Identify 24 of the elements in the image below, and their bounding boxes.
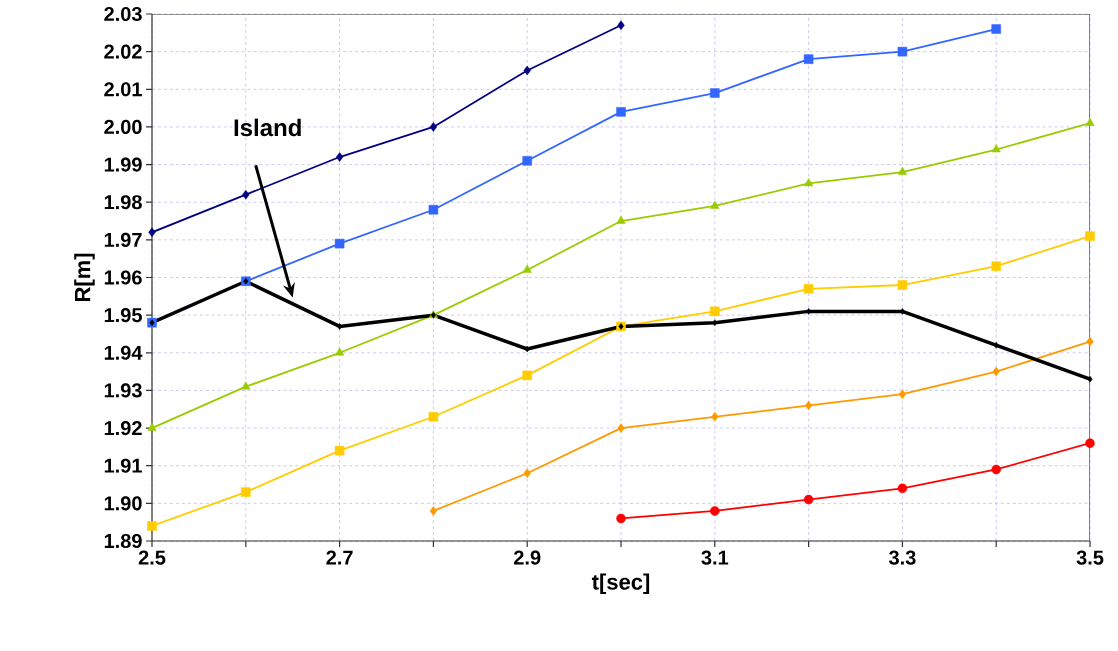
y-tick-label: 2.03	[104, 6, 142, 22]
x-tick-label: 2.9	[513, 550, 541, 565]
y-tick-label: 1.94	[104, 345, 143, 360]
y-tick-label: 1.95	[104, 308, 142, 323]
x-tick-label: 2.7	[326, 550, 353, 565]
x-tick-label: 3.5	[1076, 550, 1104, 565]
y-tick-label: 2.01	[104, 82, 142, 97]
x-axis-title: t[sec]	[591, 573, 650, 595]
y-tick-label: 2.00	[104, 119, 142, 135]
y-tick-label: 2.02	[104, 44, 142, 59]
y-tick-label: 1.98	[104, 195, 142, 210]
y-tick-label: 1.93	[104, 383, 142, 398]
y-tick-label: 1.99	[104, 157, 142, 172]
y-tick-label: 1.91	[104, 458, 142, 473]
y-tick-label: 1.89	[104, 533, 142, 549]
y-axis-title: R[m]	[74, 253, 95, 302]
x-tick-label: 3.3	[888, 550, 916, 565]
y-tick-label: 1.90	[104, 496, 142, 511]
x-tick-label: 2.5	[138, 550, 166, 565]
y-tick-label: 1.96	[104, 270, 142, 285]
y-tick-label: 1.92	[104, 420, 142, 436]
y-tick-label: 1.97	[104, 232, 142, 247]
annotation: Island	[234, 118, 301, 137]
x-tick-label: 3.1	[701, 550, 729, 565]
